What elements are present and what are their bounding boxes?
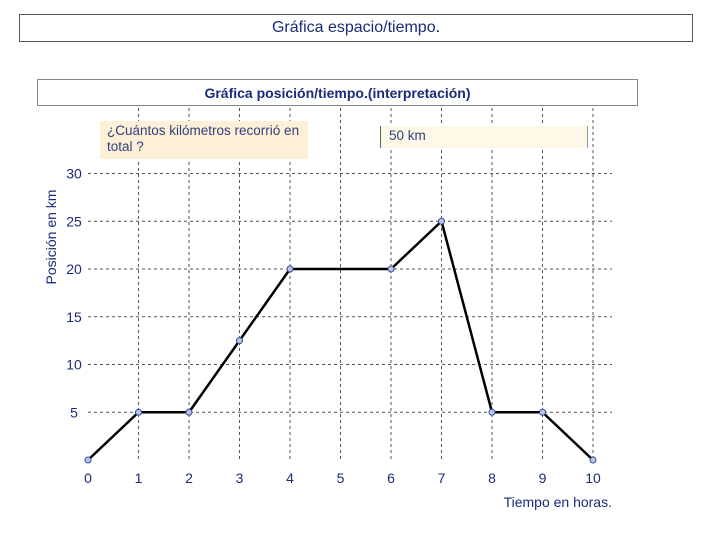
- data-point: [185, 408, 193, 416]
- data-point: [135, 408, 142, 416]
- y-tick-label: 25: [66, 213, 82, 229]
- data-point: [387, 265, 395, 273]
- chart-title-box: Gráfica posición/tiempo.(interpretación): [37, 79, 638, 106]
- y-tick-label: 10: [66, 357, 82, 373]
- page-title-dot: .: [435, 19, 441, 36]
- y-tick-label: 15: [66, 309, 82, 325]
- page-title: Gráfica espacio/tiempo: [271, 19, 436, 36]
- data-point: [84, 456, 92, 464]
- x-tick-label: 9: [539, 470, 547, 486]
- data-point: [488, 408, 496, 416]
- data-point: [236, 337, 243, 345]
- x-tick-label: 0: [84, 470, 92, 486]
- x-tick-label: 5: [337, 470, 345, 486]
- chart-title: Gráfica posición/tiempo.(interpretación): [204, 84, 471, 101]
- y-axis-label: Posición en km: [43, 190, 59, 285]
- x-tick-label: 1: [135, 470, 143, 486]
- series-line: [87, 220, 594, 461]
- x-tick-label: 6: [387, 470, 395, 486]
- y-tick-label: 5: [70, 404, 78, 420]
- answer-field[interactable]: 50 km: [380, 126, 588, 148]
- page-title-box: Gráfica espacio/tiempo.: [19, 14, 693, 42]
- data-point: [286, 265, 294, 273]
- y-tick-label: 30: [66, 166, 82, 182]
- data-point: [589, 456, 597, 464]
- x-tick-label: 3: [236, 470, 244, 486]
- data-point: [539, 408, 546, 416]
- x-tick-label: 2: [185, 470, 193, 486]
- x-tick-label: 7: [438, 470, 446, 486]
- question-box: ¿Cuántos kilómetros recorrió en total ?: [100, 121, 308, 159]
- x-tick-label: 10: [585, 470, 601, 486]
- x-axis-label: Tiempo en horas.: [504, 494, 612, 510]
- x-tick-label: 8: [488, 470, 496, 486]
- x-tick-label: 4: [286, 470, 294, 486]
- data-point: [438, 217, 445, 225]
- y-tick-label: 20: [66, 261, 82, 277]
